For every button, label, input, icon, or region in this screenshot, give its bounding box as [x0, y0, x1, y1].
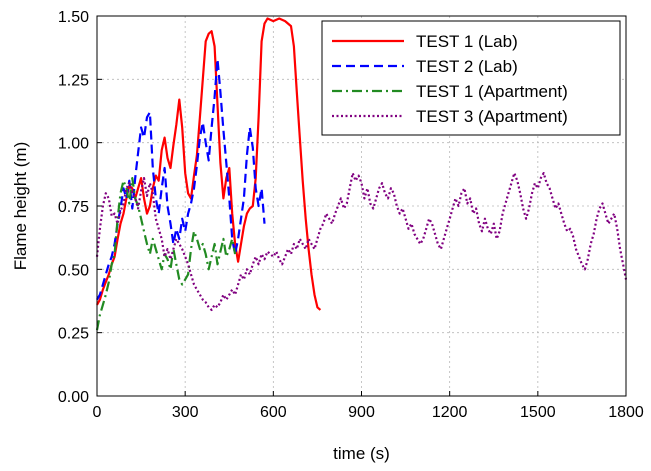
x-tick-label: 1500: [520, 404, 556, 421]
x-axis-label: time (s): [333, 444, 390, 463]
legend-label-2: TEST 2 (Lab): [416, 57, 518, 76]
y-tick-label: 0.75: [58, 199, 89, 216]
y-tick-label: 1.25: [58, 72, 89, 89]
series-line-2: [96, 58, 266, 301]
legend-label-1: TEST 1 (Lab): [416, 32, 518, 51]
x-tick-label: 900: [348, 404, 375, 421]
x-tick-label: 300: [172, 404, 199, 421]
series-line-1: [96, 17, 322, 311]
series-lines: [95, 17, 628, 331]
y-tick-label: 0.00: [58, 389, 89, 406]
y-tick-label: 0.50: [58, 262, 89, 279]
x-tick-label: 600: [260, 404, 287, 421]
x-tick-label: 0: [93, 404, 102, 421]
legend: TEST 1 (Lab) TEST 2 (Lab) TEST 1 (Apartmen…: [321, 20, 621, 136]
y-tick-label: 0.25: [58, 326, 89, 343]
legend-label-4: TEST 3 (Apartment): [416, 107, 568, 126]
y-axis-label: Flame height (m): [11, 142, 30, 270]
series-line-3: [95, 177, 237, 331]
legend-label-3: TEST 1 (Apartment): [416, 82, 568, 101]
x-tick-label: 1800: [608, 404, 644, 421]
y-tick-label: 1.50: [58, 9, 89, 26]
y-tick-label: 1.00: [58, 136, 89, 153]
axis-ticks: 0 300 600 900 1200 1500 1800 0.00 0.25 0.50 0.75 1.…: [58, 9, 644, 421]
x-tick-label: 1200: [432, 404, 468, 421]
